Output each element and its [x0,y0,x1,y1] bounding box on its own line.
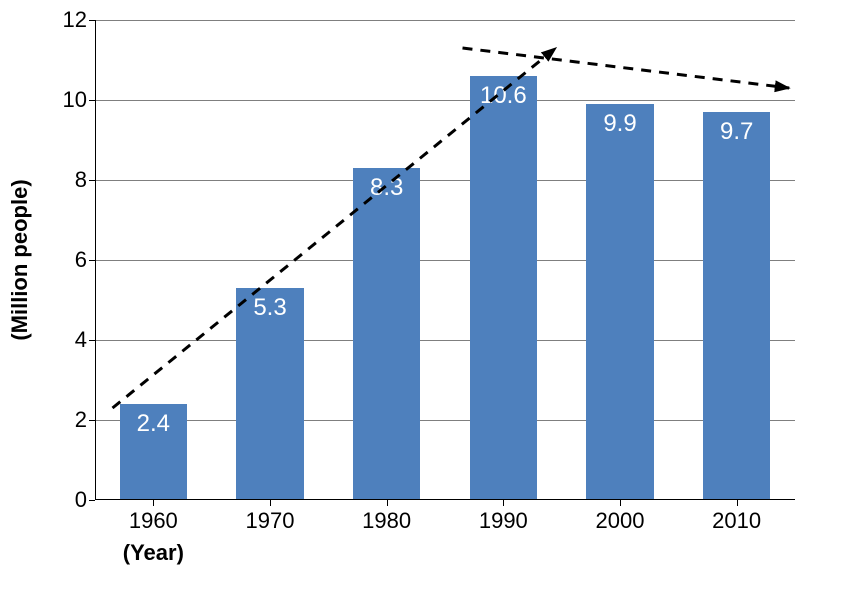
bar-value-label: 8.3 [370,174,403,202]
bar [703,112,771,500]
y-tick-label: 6 [75,247,95,273]
gridline [95,100,795,101]
x-tick-label: 2010 [712,500,761,534]
x-axis-title: (Year) [123,540,184,566]
x-tick-label: 1980 [362,500,411,534]
x-tick-label: 1960 [129,500,178,534]
plot-area: 0246810122.419605.319708.3198010.619909.… [95,20,795,500]
gridline [95,420,795,421]
bar [586,104,654,500]
y-tick-label: 0 [75,487,95,513]
bar-value-label: 9.7 [720,118,753,146]
gridline [95,20,795,21]
y-axis-title: (Million people) [7,179,33,340]
x-axis-line [95,499,795,500]
gridline [95,260,795,261]
bar-value-label: 10.6 [480,82,527,110]
bar [470,76,538,500]
gridline [95,180,795,181]
y-tick-label: 2 [75,407,95,433]
bar-value-label: 5.3 [253,294,286,322]
y-axis-line [95,20,96,500]
y-tick-label: 12 [63,7,95,33]
y-tick-label: 8 [75,167,95,193]
y-tick-label: 4 [75,327,95,353]
bar-value-label: 9.9 [603,110,636,138]
x-tick-label: 2000 [596,500,645,534]
bar-value-label: 2.4 [137,410,170,438]
x-tick-label: 1990 [479,500,528,534]
y-tick-label: 10 [63,87,95,113]
x-tick-label: 1970 [246,500,295,534]
population-bar-chart: 0 2 4 6 8 10 12 2.4 1960 5.3 1970 8.3 1980 10.6 1990 9.… [0,0,850,591]
gridline [95,340,795,341]
bar [353,168,421,500]
